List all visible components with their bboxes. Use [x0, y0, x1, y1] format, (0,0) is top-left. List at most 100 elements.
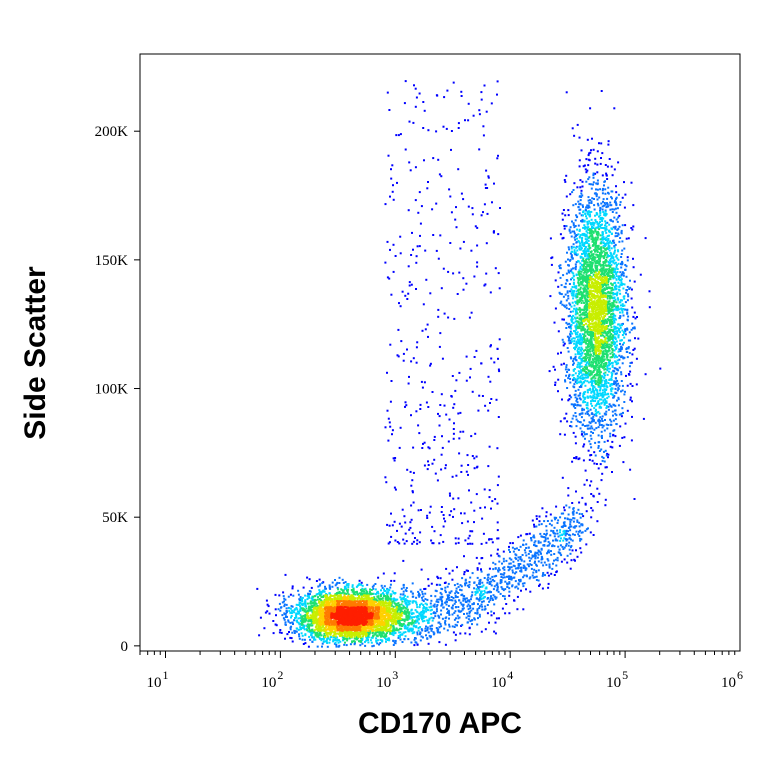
event-point	[448, 514, 451, 517]
event-point	[557, 330, 560, 333]
event-point	[545, 533, 548, 536]
event-point	[591, 263, 594, 266]
event-point	[574, 348, 576, 351]
event-point	[583, 234, 586, 237]
event-point	[602, 372, 605, 375]
event-point	[566, 251, 568, 254]
event-point	[583, 261, 586, 264]
event-point	[431, 462, 434, 465]
event-point	[584, 367, 587, 370]
event-point	[504, 597, 506, 600]
event-point	[436, 629, 439, 631]
event-point	[610, 378, 613, 381]
event-point	[561, 476, 564, 479]
event-point	[568, 533, 570, 536]
event-point	[559, 233, 562, 236]
event-point	[589, 443, 592, 446]
event-point	[283, 618, 286, 621]
event-point	[603, 403, 606, 405]
event-point	[528, 556, 531, 559]
event-point	[575, 415, 578, 418]
event-point	[600, 157, 602, 159]
event-point	[597, 366, 600, 369]
event-point	[583, 381, 586, 384]
event-point	[529, 590, 532, 593]
event-point	[577, 300, 580, 303]
event-point	[606, 165, 609, 168]
event-point	[411, 595, 414, 598]
event-point	[609, 432, 612, 435]
event-point	[572, 222, 575, 225]
event-point	[579, 199, 582, 202]
event-point	[473, 356, 476, 358]
event-point	[390, 168, 392, 171]
event-point	[577, 335, 580, 338]
event-point	[452, 432, 455, 435]
event-point	[332, 638, 335, 641]
event-point	[457, 127, 460, 129]
event-point	[522, 567, 525, 569]
event-point	[561, 545, 564, 548]
event-point	[620, 347, 623, 350]
event-point	[605, 363, 608, 366]
event-point	[611, 354, 614, 356]
event-point	[493, 630, 496, 633]
event-point	[597, 441, 600, 444]
event-point	[613, 251, 616, 254]
event-point	[346, 590, 349, 593]
event-point	[581, 241, 583, 244]
event-point	[609, 383, 612, 386]
event-point	[567, 399, 570, 402]
event-point	[580, 322, 583, 325]
event-point	[590, 430, 593, 433]
event-point	[583, 302, 586, 304]
event-point	[608, 403, 611, 406]
event-point	[287, 595, 290, 598]
event-point	[626, 309, 629, 312]
event-point	[486, 212, 489, 215]
event-point	[573, 330, 575, 332]
event-point	[321, 582, 324, 584]
event-point	[577, 224, 580, 227]
event-point	[456, 566, 458, 569]
event-point	[598, 369, 601, 372]
event-point	[599, 405, 602, 408]
event-point	[367, 636, 370, 639]
event-point	[493, 230, 495, 233]
event-point	[444, 464, 447, 467]
event-point	[587, 178, 590, 181]
event-point	[564, 538, 567, 540]
event-point	[552, 530, 555, 532]
event-point	[605, 252, 608, 255]
event-point	[371, 592, 374, 595]
event-point	[519, 534, 522, 537]
event-point	[341, 578, 344, 581]
event-point	[612, 252, 615, 255]
event-point	[396, 354, 399, 357]
event-point	[479, 578, 482, 581]
event-point	[304, 594, 307, 597]
event-point	[414, 199, 417, 202]
event-point	[586, 138, 589, 141]
event-point	[576, 555, 579, 558]
event-point	[607, 424, 610, 426]
event-point	[374, 593, 377, 596]
event-point	[559, 276, 562, 279]
event-point	[583, 398, 586, 400]
event-point	[487, 465, 490, 468]
event-point	[426, 598, 429, 601]
event-point	[356, 590, 358, 593]
event-point	[573, 533, 576, 536]
event-point	[623, 436, 626, 439]
event-point	[466, 621, 469, 624]
event-point	[402, 598, 405, 601]
event-point	[388, 277, 391, 280]
event-point	[576, 338, 579, 341]
event-point	[570, 278, 572, 281]
event-point	[586, 204, 589, 207]
event-point	[572, 362, 575, 365]
event-point	[599, 419, 602, 422]
event-point	[610, 263, 613, 266]
event-point	[611, 288, 614, 291]
event-point	[610, 260, 612, 263]
